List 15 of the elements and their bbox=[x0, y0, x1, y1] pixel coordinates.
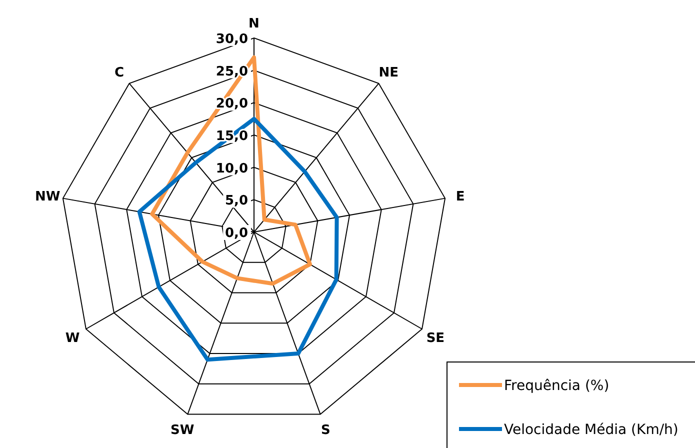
y-tick-label: 30,0 bbox=[216, 32, 248, 47]
legend-label: Frequência (%) bbox=[504, 378, 610, 394]
y-tick-label: 0,0 bbox=[224, 226, 248, 241]
legend-label: Velocidade Média (Km/h) bbox=[504, 422, 678, 438]
spoke-label: SE bbox=[426, 330, 445, 346]
spoke-label: NW bbox=[35, 190, 60, 205]
y-tick-label: 5,0 bbox=[224, 194, 248, 209]
spoke-label: SW bbox=[170, 422, 194, 438]
spoke-label: E bbox=[456, 190, 465, 205]
spoke-label: W bbox=[65, 330, 80, 346]
spoke-label: NE bbox=[378, 66, 399, 80]
spoke-label: C bbox=[114, 66, 124, 80]
spoke-label: N bbox=[248, 16, 260, 32]
spoke-label: S bbox=[320, 422, 330, 438]
y-tick-label: 10,0 bbox=[216, 161, 248, 176]
